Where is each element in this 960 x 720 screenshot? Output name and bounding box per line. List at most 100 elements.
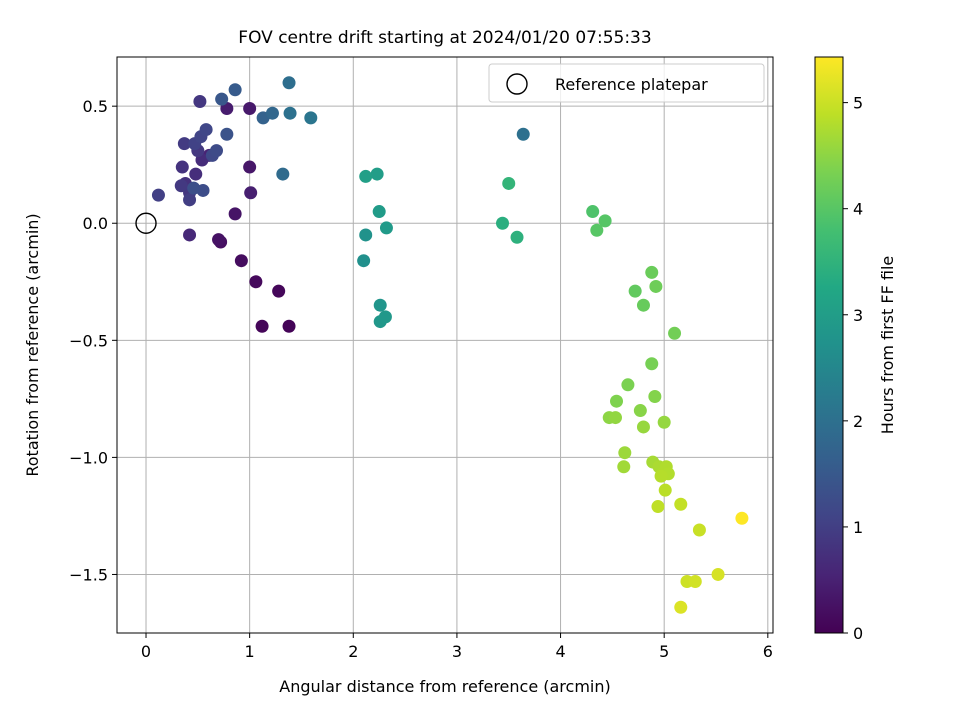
data-point [610,394,624,408]
data-point [228,207,242,221]
data-point [735,511,749,525]
data-point [590,223,604,237]
data-point [244,186,258,200]
colorbar-tick-label: 2 [853,412,863,431]
data-point [255,319,269,333]
data-point [645,357,659,371]
data-point [370,167,384,181]
legend-label: Reference platepar [555,75,708,94]
colorbar-tick-label: 4 [853,200,863,219]
x-tick-label: 0 [141,642,151,661]
data-point [359,228,373,242]
data-point [674,600,688,614]
x-tick-label: 1 [245,642,255,661]
data-point [608,411,622,425]
data-points [151,76,749,614]
data-point [249,275,263,289]
data-point [220,127,234,141]
data-point [668,326,682,340]
data-point [633,404,647,418]
data-point [272,284,286,298]
y-tick-label: −1.0 [69,448,108,467]
axis-ticks: 0 1 2 3 4 5 6 0.5 0.0 −0.5 −1.0 −1.5 [69,97,773,661]
data-point [357,254,371,268]
y-tick-label: 0.0 [83,214,108,233]
data-point [651,500,665,514]
reference-platepar-marker [135,212,157,234]
data-point [516,127,530,141]
colorbar-tick-label: 0 [853,624,863,643]
data-point [276,167,290,181]
data-point [379,221,393,235]
data-point [234,254,248,268]
data-point [621,378,635,392]
data-point [649,279,663,293]
colorbar-ticks: 0 1 2 3 4 5 [843,94,863,643]
data-point [372,205,386,219]
colorbar-tick-label: 5 [853,94,863,113]
data-point [496,216,510,230]
y-tick-label: −1.5 [69,565,108,584]
data-point [228,83,242,97]
x-tick-label: 2 [348,642,358,661]
data-point [175,160,189,174]
data-point [183,193,197,207]
x-tick-label: 4 [555,642,565,661]
data-point [636,420,650,434]
data-point [636,298,650,312]
x-tick-label: 3 [452,642,462,661]
data-point [265,106,279,120]
grid-lines [117,57,773,633]
data-point [657,415,671,429]
data-point [688,574,702,588]
data-point [243,160,257,174]
data-point [654,469,668,483]
plot-frame [116,56,774,634]
data-point [187,181,201,195]
data-point [645,265,659,279]
y-tick-label: 0.5 [83,97,108,116]
data-point [648,390,662,404]
data-point [618,446,632,460]
colorbar: 0 1 2 3 4 5 Hours from first FF file [814,56,897,643]
data-point [215,92,229,106]
data-point [283,106,297,120]
data-point [243,102,257,116]
data-point [692,523,706,537]
data-point [711,567,725,581]
colorbar-tick-label: 3 [853,306,863,325]
colorbar-gradient [814,56,844,634]
data-point [174,179,188,193]
data-point [282,76,296,90]
data-point [373,298,387,312]
data-point [193,94,207,108]
data-point [212,233,226,247]
data-point [628,284,642,298]
data-point [658,483,672,497]
legend-marker-icon [506,73,528,95]
data-point [209,144,223,158]
data-point [282,319,296,333]
x-tick-label: 6 [763,642,773,661]
data-point [177,137,191,151]
data-point [502,176,516,190]
data-point [189,167,203,181]
data-point [304,111,318,125]
data-point [598,214,612,228]
data-point [199,123,213,137]
data-point [617,460,631,474]
data-point [183,228,197,242]
y-axis-label: Rotation from reference (arcmin) [23,213,42,476]
colorbar-tick-label: 1 [853,518,863,537]
data-point [510,230,524,244]
data-point [674,497,688,511]
legend-box [488,63,765,103]
x-axis-label: Angular distance from reference (arcmin) [279,677,610,696]
data-point [151,188,165,202]
colorbar-label: Hours from first FF file [878,256,897,435]
y-tick-label: −0.5 [69,331,108,350]
legend: Reference platepar [488,63,765,103]
data-point [378,310,392,324]
data-point [359,169,373,183]
